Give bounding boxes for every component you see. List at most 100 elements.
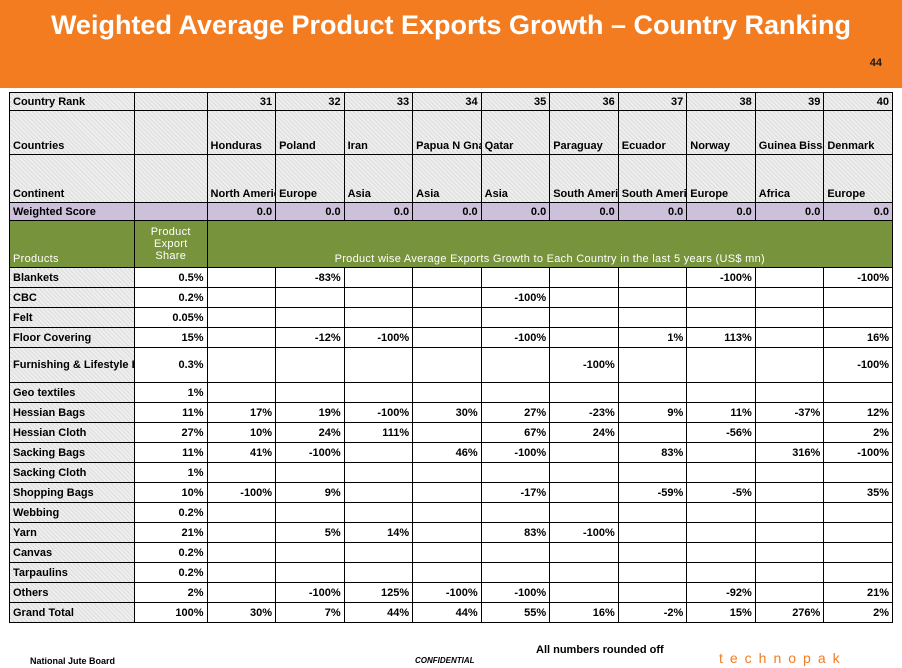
country-name: Denmark (823, 110, 893, 155)
growth-value: 24% (275, 422, 345, 443)
product-name: Felt (9, 307, 135, 328)
growth-value (617, 522, 688, 543)
growth-value (754, 347, 825, 383)
score-cell: 0.0 (754, 202, 825, 221)
growth-value (412, 307, 482, 328)
countries-share-blank (133, 110, 208, 155)
growth-value: -100% (823, 347, 893, 383)
growth-value: -100% (480, 287, 551, 308)
country-name: Papua N Gna (412, 110, 482, 155)
product-name: Sacking Bags (9, 442, 135, 463)
rank-cell: 40 (823, 92, 893, 111)
growth-value (617, 287, 688, 308)
continent-name: Europe (823, 154, 893, 203)
weighted-score-row: Weighted Score 0.0 0.0 0.0 0.0 0.0 0.0 0… (9, 202, 893, 221)
product-row: Others 2% -100% 125% -100% -100% -92% 21% (9, 582, 893, 603)
growth-value (754, 522, 825, 543)
country-name: Guinea Bissau (754, 110, 825, 155)
growth-value: 11% (686, 402, 756, 423)
growth-value (823, 382, 893, 403)
growth-value: 9% (275, 482, 345, 503)
growth-value (412, 382, 482, 403)
growth-value (754, 542, 825, 563)
growth-value (686, 462, 756, 483)
growth-value: -37% (754, 402, 825, 423)
growth-value (343, 482, 414, 503)
growth-value: 113% (686, 327, 756, 348)
growth-value (206, 522, 277, 543)
country-name: Poland (275, 110, 345, 155)
product-share: 11% (133, 402, 208, 423)
growth-value: 16% (823, 327, 893, 348)
product-name: Hessian Cloth (9, 422, 135, 443)
continent-share-blank (133, 154, 208, 203)
continent-name: Africa (754, 154, 825, 203)
growth-value: 5% (275, 522, 345, 543)
product-name: Floor Covering (9, 327, 135, 348)
growth-value (480, 267, 551, 288)
product-share: 100% (133, 602, 208, 623)
product-row: CBC 0.2% -100% (9, 287, 893, 308)
product-name: Blankets (9, 267, 135, 288)
growth-value (343, 462, 414, 483)
product-share: 27% (133, 422, 208, 443)
growth-value (412, 482, 482, 503)
growth-value: -2% (617, 602, 688, 623)
growth-value (549, 562, 619, 583)
product-share: 0.2% (133, 542, 208, 563)
growth-value (549, 382, 619, 403)
growth-value (823, 502, 893, 523)
growth-value (686, 442, 756, 463)
growth-value (754, 382, 825, 403)
growth-value (617, 267, 688, 288)
product-row: Tarpaulins 0.2% (9, 562, 893, 583)
growth-value: 1% (617, 327, 688, 348)
growth-value (549, 542, 619, 563)
countries-row: Countries Honduras Poland Iran Papua N G… (9, 110, 893, 155)
growth-value: -92% (686, 582, 756, 603)
growth-value (412, 542, 482, 563)
slide-title: Weighted Average Product Exports Growth … (50, 10, 852, 40)
growth-value (275, 562, 345, 583)
rank-cell: 34 (412, 92, 482, 111)
product-row: Canvas 0.2% (9, 542, 893, 563)
growth-value: -100% (343, 327, 414, 348)
growth-value (686, 287, 756, 308)
country-name: Ecuador (617, 110, 688, 155)
score-cell: 0.0 (343, 202, 414, 221)
growth-value (275, 347, 345, 383)
growth-value (480, 542, 551, 563)
growth-value (617, 462, 688, 483)
growth-value (617, 307, 688, 328)
growth-value (823, 522, 893, 543)
rank-cell: 32 (275, 92, 345, 111)
product-export-share-label: Product Export Share (133, 220, 208, 268)
product-share: 0.5% (133, 267, 208, 288)
growth-value: -100% (343, 402, 414, 423)
growth-value (549, 327, 619, 348)
growth-value (206, 502, 277, 523)
product-share: 2% (133, 582, 208, 603)
growth-value: 9% (617, 402, 688, 423)
growth-value (754, 327, 825, 348)
title-banner (0, 0, 902, 88)
growth-value: 83% (480, 522, 551, 543)
growth-value (549, 307, 619, 328)
growth-value (754, 287, 825, 308)
product-row: Floor Covering 15% -12% -100% -100% 1% 113% 16% (9, 327, 893, 348)
growth-value (275, 502, 345, 523)
growth-value: 2% (823, 422, 893, 443)
growth-value (206, 462, 277, 483)
growth-value (823, 542, 893, 563)
product-row: Webbing 0.2% (9, 502, 893, 523)
product-share: 0.2% (133, 287, 208, 308)
growth-value (275, 462, 345, 483)
growth-value (754, 307, 825, 328)
growth-value (754, 462, 825, 483)
products-label: Products (9, 220, 135, 268)
technopak-logo: technopak (719, 650, 847, 666)
product-name: Webbing (9, 502, 135, 523)
continent-name: North America (206, 154, 277, 203)
continent-name: Asia (480, 154, 551, 203)
growth-value (549, 582, 619, 603)
